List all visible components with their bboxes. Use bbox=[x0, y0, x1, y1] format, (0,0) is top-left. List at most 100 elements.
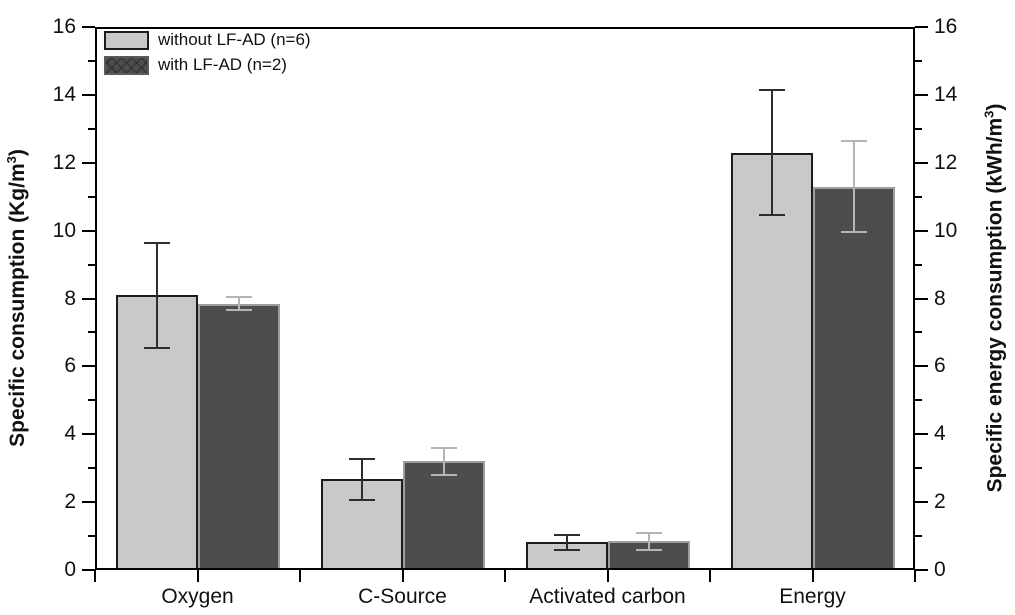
y-tick-label-right: 16 bbox=[934, 15, 958, 38]
x-boundary-tick bbox=[504, 570, 506, 582]
y-major-tick-left bbox=[82, 161, 95, 164]
legend-item-with-lf-ad-n-2-: with LF-AD (n=2) bbox=[104, 55, 311, 75]
x-category-label-c-source: C-Source bbox=[358, 585, 447, 608]
y-major-tick-right bbox=[915, 365, 928, 368]
x-boundary-tick bbox=[709, 570, 711, 582]
y-minor-tick-left bbox=[88, 331, 95, 334]
bar-energy-without-lf-ad-n-6- bbox=[730, 152, 813, 570]
x-category-label-energy: Energy bbox=[779, 585, 846, 608]
legend: without LF-AD (n=6) with LF-AD (n=2) bbox=[104, 30, 311, 75]
y-tick-label-left: 6 bbox=[64, 354, 76, 378]
x-boundary-tick bbox=[94, 570, 96, 582]
y-major-tick-right bbox=[915, 569, 928, 571]
error-cap-top bbox=[348, 458, 375, 461]
y-minor-tick-left bbox=[88, 59, 95, 62]
x-center-tick bbox=[401, 570, 404, 582]
x-center-tick bbox=[811, 570, 814, 582]
x-category-label-oxygen: Oxygen bbox=[161, 585, 234, 608]
error-cap-bottom bbox=[758, 214, 785, 217]
x-boundary-tick bbox=[299, 570, 301, 582]
y-tick-label-left: 12 bbox=[52, 150, 76, 174]
error-cap-bottom bbox=[553, 548, 580, 551]
y-tick-label-right: 10 bbox=[934, 218, 958, 242]
error-cap-top bbox=[758, 88, 785, 91]
error-cap-top bbox=[143, 241, 170, 244]
y-minor-tick-right bbox=[915, 331, 922, 334]
y-minor-tick-left bbox=[88, 535, 95, 538]
error-cap-bottom bbox=[143, 346, 170, 349]
y-tick-label-right: 2 bbox=[934, 490, 946, 514]
y-tick-label-right: 4 bbox=[934, 422, 946, 446]
y-minor-tick-right bbox=[915, 399, 922, 402]
error-bar-oxygen-without-lf-ad-n-6- bbox=[155, 242, 158, 348]
bar-c-source-with-lf-ad-n-2- bbox=[402, 461, 485, 570]
y-minor-tick-left bbox=[88, 467, 95, 470]
x-category-label-activated-carbon: Activated carbon bbox=[529, 585, 686, 608]
y-tick-label-right: 14 bbox=[934, 82, 958, 106]
y-tick-label-left: 4 bbox=[64, 422, 76, 446]
error-bar-c-source-without-lf-ad-n-6- bbox=[360, 459, 363, 500]
right-axis-title-text: Specific energy consumption (kWh/m3) bbox=[981, 103, 1007, 493]
y-major-tick-right bbox=[915, 93, 928, 96]
x-center-tick bbox=[196, 570, 199, 582]
error-bar-energy-with-lf-ad-n-2- bbox=[852, 140, 855, 233]
y-major-tick-left bbox=[82, 433, 95, 436]
error-bar-oxygen-with-lf-ad-n-2- bbox=[237, 296, 240, 311]
legend-swatch-solid-icon bbox=[104, 30, 149, 50]
y-major-tick-right bbox=[915, 26, 928, 28]
y-minor-tick-right bbox=[915, 195, 922, 198]
bar-energy-with-lf-ad-n-2- bbox=[812, 186, 895, 570]
error-bar-activated-carbon-without-lf-ad-n-6- bbox=[565, 534, 568, 550]
error-cap-bottom bbox=[635, 548, 662, 551]
left-axis-title-text: Specific consumption (Kg/m3) bbox=[4, 149, 30, 447]
y-major-tick-left bbox=[82, 229, 95, 232]
error-cap-top bbox=[840, 139, 867, 142]
y-major-tick-right bbox=[915, 433, 928, 436]
y-major-tick-right bbox=[915, 297, 928, 300]
error-cap-top bbox=[430, 446, 457, 449]
error-cap-bottom bbox=[348, 498, 375, 501]
error-cap-top bbox=[553, 533, 580, 536]
y-major-tick-left bbox=[82, 365, 95, 368]
y-tick-label-left: 8 bbox=[64, 286, 76, 310]
y-minor-tick-left bbox=[88, 263, 95, 266]
error-cap-top bbox=[225, 295, 252, 298]
y-major-tick-right bbox=[915, 161, 928, 164]
y-major-tick-left bbox=[82, 569, 95, 571]
y-minor-tick-left bbox=[88, 195, 95, 198]
y-minor-tick-right bbox=[915, 59, 922, 62]
y-tick-label-left: 2 bbox=[64, 490, 76, 514]
y-major-tick-left bbox=[82, 93, 95, 96]
y-major-tick-right bbox=[915, 229, 928, 232]
legend-item-without-lf-ad-n-6-: without LF-AD (n=6) bbox=[104, 30, 311, 50]
legend-label: without LF-AD (n=6) bbox=[158, 30, 311, 49]
y-major-tick-left bbox=[82, 501, 95, 504]
y-tick-label-right: 8 bbox=[934, 286, 946, 310]
y-tick-label-right: 0 bbox=[934, 558, 946, 581]
y-minor-tick-left bbox=[88, 127, 95, 130]
y-major-tick-left bbox=[82, 26, 95, 28]
y-tick-label-left: 14 bbox=[52, 82, 76, 106]
bar-oxygen-with-lf-ad-n-2- bbox=[197, 303, 280, 570]
error-cap-bottom bbox=[430, 473, 457, 476]
y-major-tick-right bbox=[915, 501, 928, 504]
x-boundary-tick bbox=[914, 570, 916, 582]
error-cap-top bbox=[635, 531, 662, 534]
y-tick-label-left: 0 bbox=[64, 558, 76, 581]
error-bar-activated-carbon-with-lf-ad-n-2- bbox=[647, 532, 650, 550]
y-minor-tick-right bbox=[915, 127, 922, 130]
y-minor-tick-right bbox=[915, 535, 922, 538]
legend-label: with LF-AD (n=2) bbox=[158, 55, 287, 74]
y-minor-tick-left bbox=[88, 399, 95, 402]
error-bar-energy-without-lf-ad-n-6- bbox=[770, 89, 773, 216]
error-cap-bottom bbox=[225, 309, 252, 312]
y-tick-label-left: 10 bbox=[52, 218, 76, 242]
legend-swatch-crosshatch-icon bbox=[104, 55, 149, 75]
y-major-tick-left bbox=[82, 297, 95, 300]
y-minor-tick-right bbox=[915, 263, 922, 266]
error-cap-bottom bbox=[840, 231, 867, 234]
x-center-tick bbox=[606, 570, 609, 582]
y-tick-label-left: 16 bbox=[52, 15, 76, 38]
y-tick-label-right: 12 bbox=[934, 150, 958, 174]
